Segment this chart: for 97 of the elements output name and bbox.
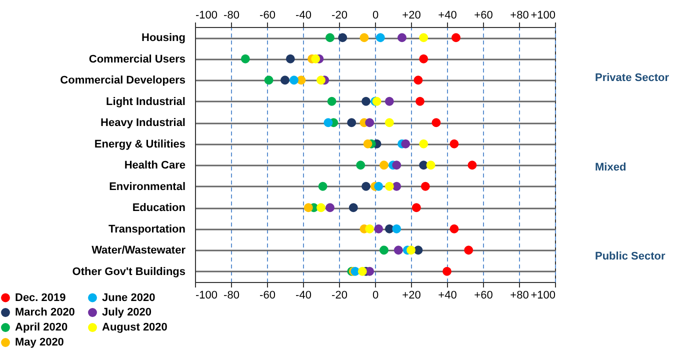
point (452, 33, 460, 42)
x-tick-label: -100 (196, 10, 218, 22)
point (416, 96, 424, 106)
point (432, 118, 441, 128)
point (384, 182, 394, 191)
x-tick-label: -20 (332, 10, 348, 22)
x-tick-label: +80 (510, 10, 529, 22)
point (360, 33, 369, 42)
point (347, 118, 356, 128)
point (376, 33, 385, 42)
point (264, 76, 274, 85)
x2-tick-label: +60 (474, 290, 493, 302)
x2-tick-label: -60 (260, 290, 276, 302)
legend-label: August 2020 (102, 322, 168, 334)
point (374, 224, 384, 234)
y-tick-label: Environmental (109, 180, 186, 193)
legend-label: Dec. 2019 (15, 292, 66, 304)
x-tick-label: -80 (224, 10, 240, 22)
x-tick-label: 0 (372, 10, 379, 22)
x-tick-label: -40 (296, 10, 312, 22)
point (318, 182, 328, 191)
x-tick-label: +100 (530, 10, 556, 22)
y-tick-label: Other Gov't Buildings (72, 266, 186, 278)
legend-label: April 2020 (15, 322, 68, 334)
point (450, 139, 459, 148)
point (362, 96, 370, 106)
point (316, 203, 326, 212)
y-tick-label: Energy & Utilities (94, 138, 186, 150)
x2-tick-label: -80 (224, 290, 240, 302)
point (290, 76, 298, 85)
x2-tick-label: -20 (332, 290, 348, 302)
x2-tick-label: +100 (530, 290, 556, 302)
x-tick-label: +20 (402, 10, 421, 22)
point (280, 76, 290, 85)
x2-tick-label: +20 (402, 290, 421, 302)
point (374, 182, 384, 191)
y-tick-label: Light Industrial (106, 96, 186, 108)
y-tick-label: Housing (142, 32, 186, 44)
legend-label: June 2020 (102, 292, 156, 304)
point (304, 203, 313, 212)
point (414, 76, 423, 85)
point (392, 160, 402, 170)
point (392, 224, 402, 234)
x-tick-label: -60 (260, 10, 276, 22)
x2-tick-label: -100 (196, 290, 218, 302)
legend-label: July 2020 (102, 306, 152, 318)
point (406, 246, 416, 255)
point (365, 224, 374, 234)
point (412, 203, 421, 212)
y-tick-label: Education (132, 202, 186, 214)
point (324, 118, 333, 128)
point (464, 246, 474, 255)
point (311, 54, 320, 64)
point (394, 246, 403, 255)
y-tick-label: Commercial Users (88, 53, 186, 66)
y-tick-label: Transportation (108, 223, 186, 236)
x2-tick-label: +40 (438, 290, 457, 302)
point (442, 266, 452, 276)
point (450, 224, 459, 234)
point (384, 96, 394, 106)
y-tick-label: Water/Wastewater (92, 244, 186, 257)
point (316, 76, 326, 85)
point (240, 54, 250, 64)
legend-label: May 2020 (15, 336, 64, 348)
y-tick-label: Commercial Developers (60, 74, 186, 87)
x2-tick-label: -40 (296, 290, 312, 302)
point (419, 33, 428, 42)
text: Mixed (595, 161, 626, 174)
point (380, 160, 388, 170)
point (363, 139, 372, 148)
point (401, 139, 410, 148)
point (356, 160, 366, 170)
text: Public Sector (595, 250, 666, 262)
x2-tick-label: +80 (510, 290, 529, 302)
point (338, 33, 348, 42)
point (326, 33, 334, 42)
point (384, 118, 394, 128)
x-tick-label: +60 (474, 10, 493, 22)
point (365, 118, 374, 128)
point (380, 246, 388, 255)
point (419, 139, 428, 148)
point (348, 203, 358, 212)
y-tick-label: Health Care (124, 160, 186, 172)
point (420, 182, 430, 191)
y-tick-label: Heavy Industrial (100, 117, 186, 130)
point (468, 160, 477, 170)
point (398, 33, 406, 42)
point (326, 203, 334, 212)
point (419, 54, 428, 64)
point (286, 54, 295, 64)
point (327, 96, 336, 106)
legend-label: March 2020 (15, 306, 75, 318)
text: Private Sector (595, 72, 670, 84)
x2-tick-label: 0 (372, 290, 379, 302)
point (426, 160, 436, 170)
x-tick-label: +40 (438, 10, 457, 22)
point (362, 182, 370, 191)
